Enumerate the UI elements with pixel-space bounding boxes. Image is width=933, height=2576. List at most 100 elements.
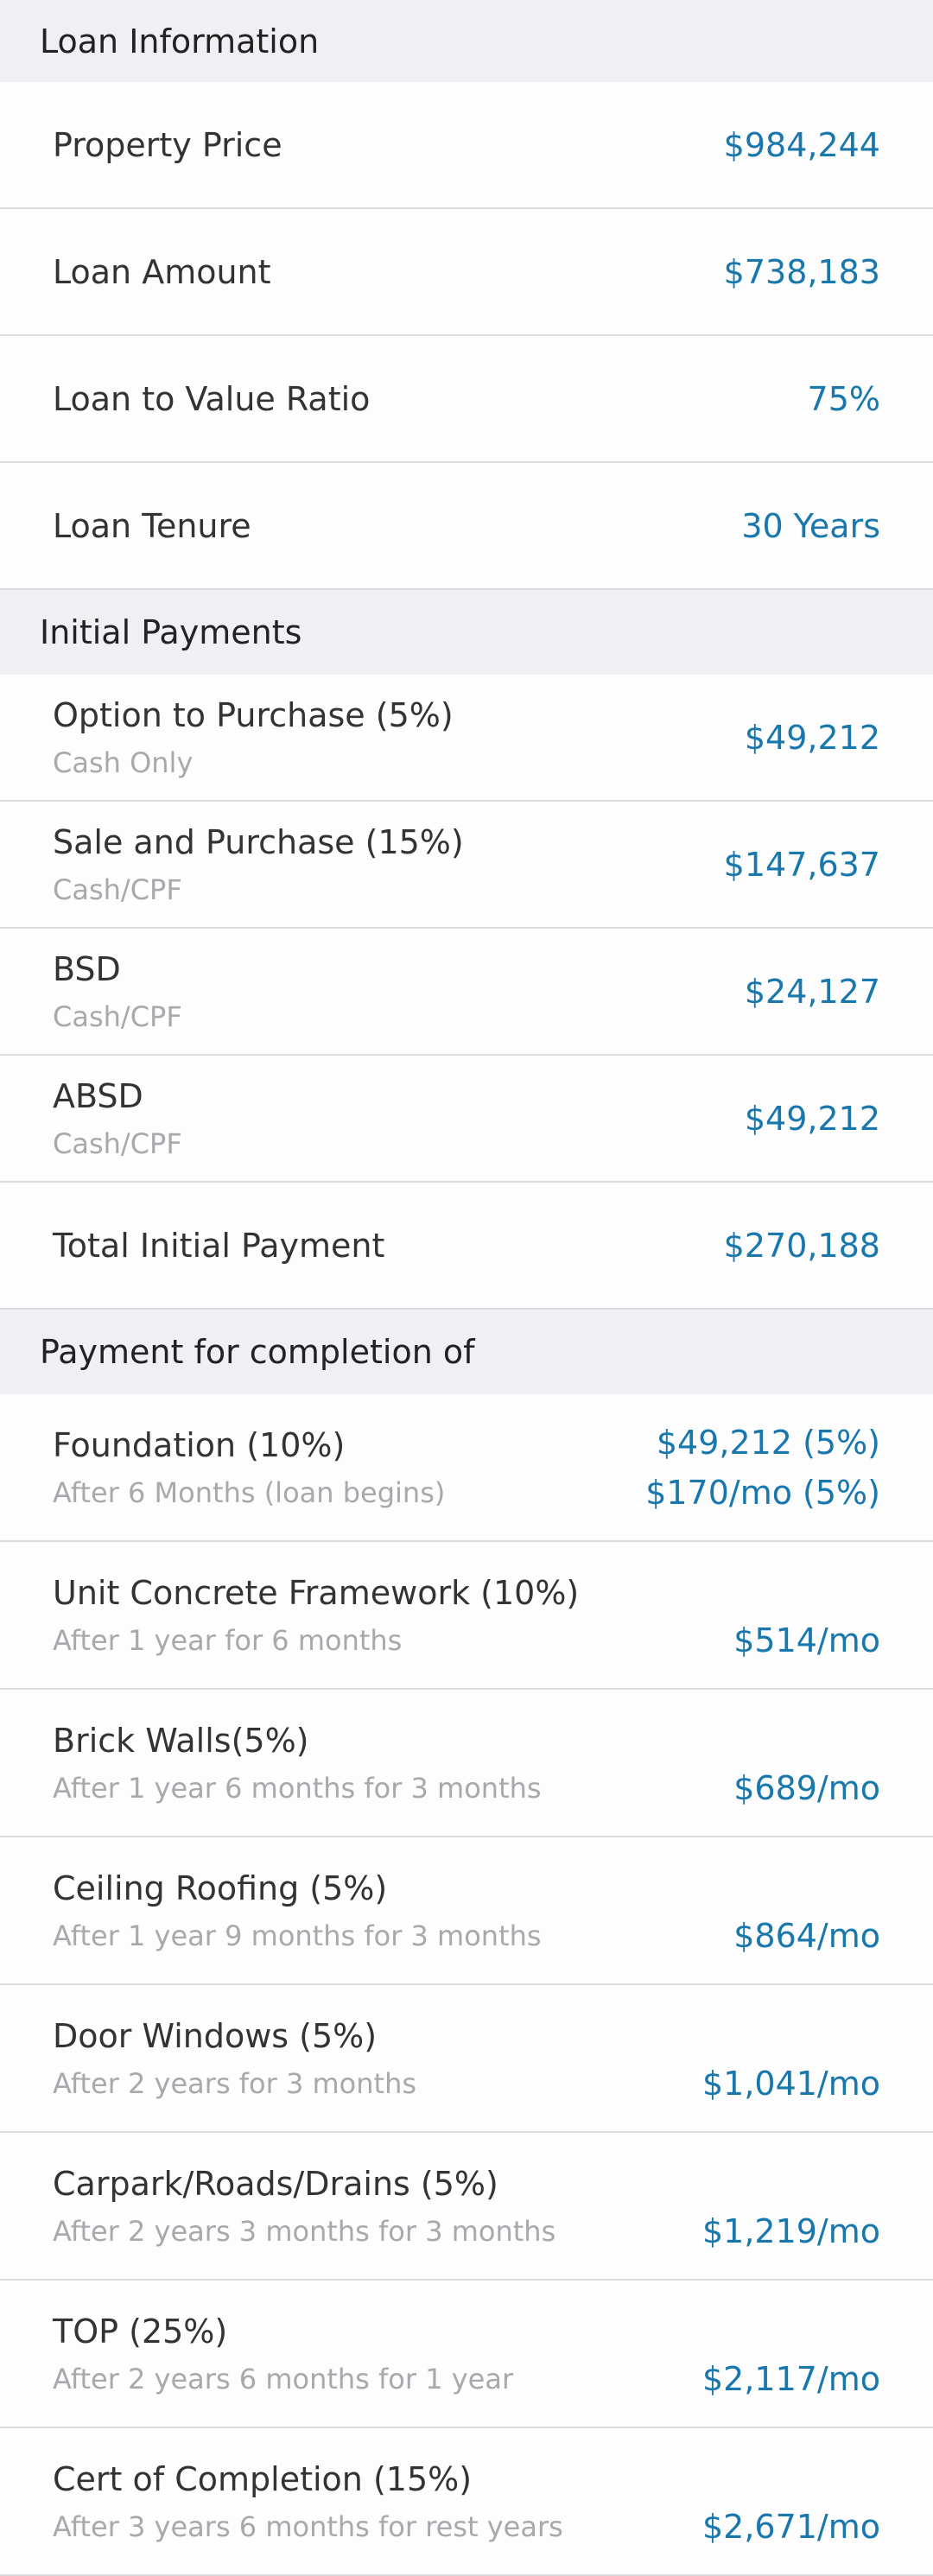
row-label: ABSD — [53, 1076, 143, 1115]
section-header: Loan Information — [0, 0, 933, 82]
row-right: $689/mo — [733, 1719, 880, 1807]
row-left: Ceiling Roofing (5%) After 1 year 9 month… — [53, 1869, 542, 1952]
row-right: $147,637 — [724, 846, 880, 884]
list-row: Loan Tenure 30 Years — [0, 463, 933, 590]
row-left: Carpark/Roads/Drains (5%) After 2 years 3… — [53, 2165, 555, 2248]
row-value: $147,637 — [723, 845, 880, 884]
row-label: Ceiling Roofing (5%) — [53, 1869, 388, 1907]
row-label: Loan to Value Ratio — [53, 379, 371, 418]
row-right: $1,219/mo — [702, 2162, 880, 2250]
row-left: Cert of Completion (15%) After 3 years 6 … — [53, 2460, 563, 2543]
list-row: ABSD Cash/CPF $49,212 — [0, 1056, 933, 1183]
row-label: Loan Amount — [53, 252, 271, 291]
row-label: Option to Purchase (5%) — [53, 695, 454, 734]
row-right: $49,212 — [745, 719, 880, 757]
list-row: Option to Purchase (5%) Cash Only $49,212 — [0, 675, 933, 802]
row-note-value: $2,671/mo — [701, 2507, 880, 2546]
row-right: $49,212 — [745, 1100, 880, 1138]
row-label: BSD — [53, 949, 121, 988]
row-value: $270,188 — [723, 1226, 880, 1265]
list-row: Sale and Purchase (15%) Cash/CPF $147,637 — [0, 802, 933, 929]
row-note: Cash/CPF — [53, 999, 182, 1033]
row-note: After 6 Months (loan begins) — [53, 1475, 446, 1509]
row-note: After 1 year 6 months for 3 months — [53, 1771, 542, 1805]
row-note-value: $170/mo (5%) — [645, 1473, 880, 1512]
list-row: Cert of Completion (15%) After 3 years 6 … — [0, 2428, 933, 2576]
list-row: Total Initial Payment $270,188 — [0, 1183, 933, 1310]
row-left: Loan Tenure — [53, 507, 251, 545]
row-note: Cash/CPF — [53, 872, 182, 906]
row-note: After 3 years 6 months for rest years — [53, 2509, 563, 2543]
row-note-value: $1,041/mo — [701, 2064, 880, 2103]
row-right: $2,117/mo — [702, 2310, 880, 2398]
row-note-value: $689/mo — [733, 1768, 880, 1807]
row-left: TOP (25%) After 2 years 6 months for 1 ye… — [53, 2313, 513, 2395]
row-label: Property Price — [53, 125, 282, 164]
row-right: $270,188 — [724, 1227, 880, 1265]
row-right: $2,671/mo — [702, 2458, 880, 2546]
row-note: After 1 year for 6 months — [53, 1623, 403, 1657]
row-note-value: $1,219/mo — [701, 2211, 880, 2250]
row-note-value: $864/mo — [733, 1916, 880, 1955]
row-label: Brick Walls(5%) — [53, 1721, 309, 1760]
row-right: $514/mo — [733, 1571, 880, 1659]
row-label: TOP (25%) — [53, 2312, 228, 2351]
row-right: $49,212 (5%) $170/mo (5%) — [645, 1424, 880, 1512]
row-left: BSD Cash/CPF — [53, 950, 182, 1033]
row-note-value: $514/mo — [733, 1621, 880, 1659]
row-left: Loan to Value Ratio — [53, 380, 370, 418]
list-row: Unit Concrete Framework (10%) After 1 yea… — [0, 1542, 933, 1690]
section-header: Payment for completion of — [0, 1310, 933, 1394]
row-label: Sale and Purchase (15%) — [53, 822, 464, 861]
row-right: 30 Years — [741, 507, 880, 545]
row-value: $24,127 — [744, 972, 880, 1011]
row-value: $738,183 — [723, 252, 880, 291]
row-value: $984,244 — [723, 125, 880, 164]
row-left: Brick Walls(5%) After 1 year 6 months for… — [53, 1722, 542, 1805]
row-right: $864/mo — [733, 1867, 880, 1955]
row-left: Option to Purchase (5%) Cash Only — [53, 696, 454, 779]
row-label: Foundation (10%) — [53, 1425, 346, 1464]
row-value: 30 Years — [741, 506, 880, 545]
row-value: 75% — [807, 379, 880, 418]
row-right: $984,244 — [724, 126, 880, 164]
row-note: Cash Only — [53, 746, 194, 779]
row-label: Door Windows (5%) — [53, 2016, 378, 2055]
row-left: Sale and Purchase (15%) Cash/CPF — [53, 823, 464, 906]
row-left: Property Price — [53, 126, 282, 164]
row-label: Total Initial Payment — [53, 1226, 385, 1265]
list-row: TOP (25%) After 2 years 6 months for 1 ye… — [0, 2281, 933, 2428]
section-header: Initial Payments — [0, 590, 933, 675]
list-row: Ceiling Roofing (5%) After 1 year 9 month… — [0, 1837, 933, 1985]
row-left: Total Initial Payment — [53, 1227, 384, 1265]
row-right: $24,127 — [745, 973, 880, 1011]
list-row: Loan Amount $738,183 — [0, 209, 933, 336]
row-label: Unit Concrete Framework (10%) — [53, 1573, 580, 1612]
row-value: $49,212 — [744, 1099, 880, 1138]
list-row: Door Windows (5%) After 2 years for 3 mon… — [0, 1985, 933, 2133]
list-row: Brick Walls(5%) After 1 year 6 months for… — [0, 1690, 933, 1837]
row-right: $738,183 — [724, 253, 880, 291]
row-note: Cash/CPF — [53, 1126, 182, 1160]
row-left: ABSD Cash/CPF — [53, 1077, 182, 1160]
row-left: Unit Concrete Framework (10%) After 1 yea… — [53, 1574, 579, 1657]
row-left: Door Windows (5%) After 2 years for 3 mon… — [53, 2017, 416, 2100]
row-right: 75% — [808, 380, 880, 418]
row-left: Loan Amount — [53, 253, 271, 291]
row-label: Cert of Completion (15%) — [53, 2459, 473, 2498]
list-row: Foundation (10%) After 6 Months (loan beg… — [0, 1394, 933, 1542]
list-row: Carpark/Roads/Drains (5%) After 2 years 3… — [0, 2133, 933, 2281]
row-note: After 2 years for 3 months — [53, 2066, 417, 2100]
row-value: $49,212 — [744, 718, 880, 757]
row-note: After 1 year 9 months for 3 months — [53, 1919, 542, 1952]
row-right: $1,041/mo — [702, 2014, 880, 2103]
row-note: After 2 years 6 months for 1 year — [53, 2362, 514, 2395]
row-label: Carpark/Roads/Drains (5%) — [53, 2164, 498, 2203]
row-left: Foundation (10%) After 6 Months (loan beg… — [53, 1426, 445, 1509]
list-row: Property Price $984,244 — [0, 82, 933, 209]
row-note: After 2 years 3 months for 3 months — [53, 2214, 556, 2248]
row-value: $49,212 (5%) — [656, 1423, 880, 1462]
row-note-value: $2,117/mo — [701, 2359, 880, 2398]
